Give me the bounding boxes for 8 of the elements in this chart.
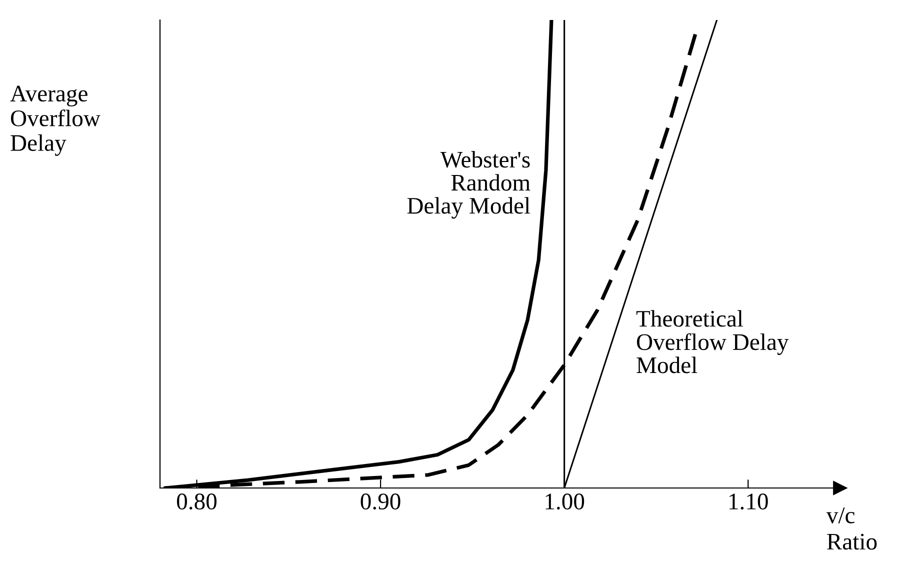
x-tick-label: 1.00 [546,494,584,510]
x-tick-label: 0.90 [360,494,400,510]
series-label: Theoretical Overflow Delay Model [636,310,789,374]
x-tick-label: 0.80 [176,494,217,510]
x-axis-title: v/c Ratio [826,508,877,550]
series-label: Webster's Random Delay Model [407,151,530,219]
x-tick-label: 1.10 [730,494,768,510]
y-axis-title: Average Overflow Delay [10,86,100,156]
